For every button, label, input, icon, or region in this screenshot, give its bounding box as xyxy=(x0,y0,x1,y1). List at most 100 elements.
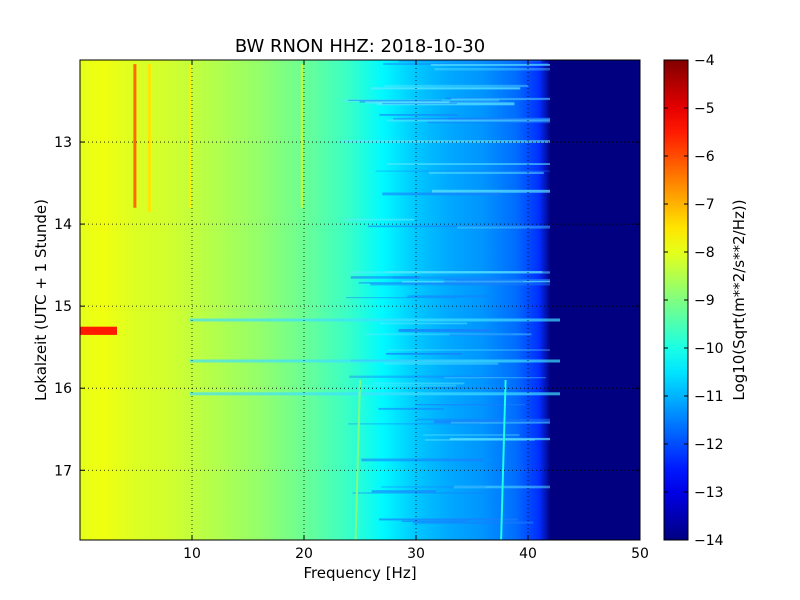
colorbar-label: Log10(Sqrt(m**2/s**2/Hz)) xyxy=(730,199,748,400)
feature-burst-15-3 xyxy=(80,326,117,335)
spectrogram-band xyxy=(348,99,442,101)
spectrogram-band xyxy=(349,375,499,378)
x-axis-label: Frequency [Hz] xyxy=(303,564,416,582)
colorbar-tick-label: −14 xyxy=(694,533,724,549)
colorbar-tick-label: −12 xyxy=(694,437,724,453)
x-tick-label: 30 xyxy=(407,546,425,562)
x-tick-label: 50 xyxy=(631,546,649,562)
y-tick-label: 14 xyxy=(54,217,72,233)
spectrogram-band xyxy=(434,68,550,71)
spectrogram-band xyxy=(371,490,437,493)
spectrogram-band xyxy=(379,518,518,521)
colorbar-tick-label: −11 xyxy=(694,389,724,405)
spectrogram-band xyxy=(449,333,514,336)
spectrogram-band xyxy=(407,295,489,298)
spectrogram-band xyxy=(379,322,468,325)
x-tick-label: 20 xyxy=(295,546,313,562)
spectrogram-band xyxy=(457,226,550,229)
spectrogram-band xyxy=(350,276,420,279)
spectrogram-band xyxy=(402,280,550,283)
spectrogram-band xyxy=(416,404,525,406)
spectrogram-band xyxy=(190,318,560,322)
spectrogram-band xyxy=(386,119,550,122)
spectrogram-band xyxy=(398,60,541,63)
grid-lines xyxy=(80,60,640,540)
spectrogram-band xyxy=(382,102,457,105)
horizontal-bands xyxy=(190,60,560,524)
spectrogram-band xyxy=(373,382,465,385)
spectrogram-band xyxy=(352,492,486,494)
y-tick-label: 15 xyxy=(54,299,72,315)
spectrogram-band xyxy=(427,121,550,124)
colorbar-ticks: −4 −5 −6 −7 −8 −9 −10 −11 −12 −13 −14 xyxy=(664,53,724,549)
spectrogram-band xyxy=(449,437,550,441)
spectrogram-band xyxy=(428,171,544,174)
spectrogram-background xyxy=(80,60,640,540)
spectrogram-band xyxy=(392,276,501,279)
colorbar-tick-label: −10 xyxy=(694,341,724,357)
colorbar-tick-label: −9 xyxy=(694,293,715,309)
spectral-features xyxy=(80,64,507,540)
spectrogram-band xyxy=(379,114,458,116)
spectrogram-band xyxy=(370,87,521,90)
spectrogram-band xyxy=(381,486,486,488)
spectrogram-band xyxy=(190,359,560,363)
colorbar-tick-label: −5 xyxy=(694,101,715,117)
y-axis-ticks: 13 14 15 16 17 xyxy=(54,135,640,479)
spectrogram-band xyxy=(443,281,524,283)
spectrogram-band xyxy=(423,434,520,436)
spectrogram-band xyxy=(424,439,535,441)
spectrogram-band xyxy=(348,423,480,425)
spectrogram-band xyxy=(375,170,550,172)
colorbar-tick-label: −6 xyxy=(694,149,715,165)
spectrogram-band xyxy=(413,521,534,524)
spectrogram-band xyxy=(190,392,560,396)
spectrogram-band xyxy=(401,520,468,522)
spectrogram-band xyxy=(343,218,415,221)
spectrogram-band xyxy=(451,98,550,101)
feature-line-38-hz xyxy=(500,379,507,540)
spectrogram-band xyxy=(384,84,529,88)
plot-area: 10 20 30 40 50 13 14 15 16 17 xyxy=(54,59,649,562)
spectrogram-band xyxy=(386,352,462,355)
spectrogram-band xyxy=(358,282,506,284)
colorbar-tick-label: −8 xyxy=(694,245,715,261)
spectrogram-band xyxy=(346,297,457,299)
spectrogram-band xyxy=(384,362,499,365)
spectrogram-band xyxy=(378,407,444,410)
x-tick-label: 40 xyxy=(519,546,537,562)
spectrogram-band xyxy=(365,333,532,336)
colorbar-tick-label: −7 xyxy=(694,197,715,213)
spectrogram-band xyxy=(349,271,550,274)
spectrogram-band xyxy=(445,97,550,100)
feature-line-25-hz xyxy=(354,379,361,540)
y-tick-label: 13 xyxy=(54,135,72,151)
spectrogram-band xyxy=(367,225,550,228)
spectrogram-band xyxy=(383,63,549,65)
spectrogram-band xyxy=(398,329,491,332)
spectrogram-band xyxy=(370,283,550,286)
spectrogram-band xyxy=(360,384,457,387)
spectrogram-band xyxy=(416,418,550,421)
spectrogram-band xyxy=(430,64,550,66)
y-tick-label: 17 xyxy=(54,463,72,479)
x-tick-label: 10 xyxy=(183,546,201,562)
spectrogram-band xyxy=(424,387,488,389)
spectrogram-band xyxy=(387,163,550,165)
y-axis-label: Lokalzeit (UTC + 1 Stunde) xyxy=(32,199,50,401)
spectrogram-band xyxy=(444,377,546,379)
spectrogram-band xyxy=(444,279,550,281)
spectrogram-band xyxy=(450,421,550,424)
colorbar-tick-label: −13 xyxy=(694,485,724,501)
spectrogram-band xyxy=(382,192,501,196)
spectrogram-band xyxy=(432,189,550,193)
colorbar-tick-label: −4 xyxy=(694,53,715,69)
spectrogram-band xyxy=(447,117,550,121)
chart-title: BW RNON HHZ: 2018-10-30 xyxy=(235,36,485,57)
y-tick-label: 16 xyxy=(54,381,72,397)
spectrogram-band xyxy=(433,420,550,424)
spectrogram-band xyxy=(340,140,550,143)
spectrogram-band xyxy=(376,102,515,106)
colorbar: −4 −5 −6 −7 −8 −9 −10 −11 −12 −13 −14 Log10(Sqrt(m… xyxy=(663,53,748,549)
